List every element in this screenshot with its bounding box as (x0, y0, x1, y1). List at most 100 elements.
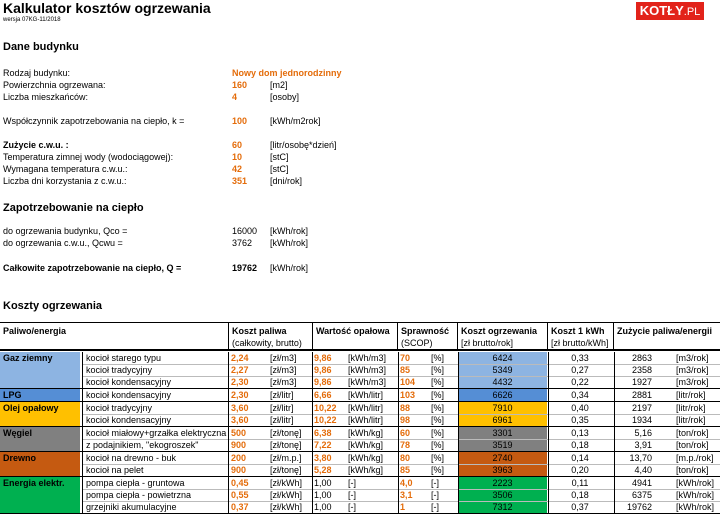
table-cell: 7,22 (314, 440, 332, 450)
table-cell: 4941 (631, 478, 652, 488)
header-sub: [zł brutto/rok] (461, 338, 514, 348)
table-cell: 0,14 (571, 453, 589, 463)
field-label: Współczynnik zapotrzebowania na ciepło, … (3, 116, 185, 126)
header-text: Koszt paliwa (232, 326, 287, 336)
field-value: 60 (232, 140, 243, 150)
table-cell: kocioł tradycyjny (86, 403, 153, 413)
table-cell: [zł/tonę] (270, 465, 302, 475)
header-text: Paliwo/energia (3, 326, 67, 336)
table-cell: 5,28 (314, 465, 332, 475)
group-cell: Olej opałowy (0, 402, 80, 426)
table-cell: [-] (348, 478, 356, 488)
table-cell: [%] (431, 465, 445, 475)
table-cell: 3,80 (314, 453, 332, 463)
field-value: 19762 (232, 263, 258, 273)
table-cell: [%] (431, 453, 445, 463)
table-cell: [%] (431, 353, 445, 363)
group-cell: Gaz ziemny (0, 352, 80, 388)
table-cell: 2,27 (231, 365, 249, 375)
table-cell: 4,40 (634, 465, 652, 475)
row-line (82, 501, 720, 502)
table-cell: 60 (400, 428, 411, 438)
table-cell: 0,45 (231, 478, 249, 488)
field-unit: [stC] (270, 164, 289, 174)
field-label: Rodzaj budynku: (3, 68, 71, 78)
group-cell: LPG (0, 389, 80, 401)
group-line (0, 513, 720, 514)
table-cell: 2,24 (231, 353, 249, 363)
table-cell: [%] (431, 377, 445, 387)
col-line (312, 477, 313, 513)
field-value: 42 (232, 164, 243, 174)
table-cell: 0,37 (571, 502, 589, 512)
col-line (458, 477, 459, 513)
table-cell: [%] (431, 390, 445, 400)
field-label: Zużycie c.w.u. : (3, 140, 69, 150)
col-line (457, 322, 458, 350)
table-cell: [kWh/rok] (676, 502, 715, 512)
table-cell: kocioł na drewno - buk (86, 453, 177, 463)
field-unit: [kWh/rok] (270, 238, 309, 248)
table-cell: 9,86 (314, 377, 332, 387)
table-cell: 0,33 (571, 353, 589, 363)
table-cell: [kWh/kg] (348, 465, 384, 475)
col-line (82, 389, 83, 401)
field-label: Powierzchnia ogrzewana: (3, 80, 106, 90)
table-cell: [-] (348, 490, 356, 500)
table-cell: [zł/kWh] (270, 502, 303, 512)
table-cell: 500 (231, 428, 247, 438)
table-cell: [-] (348, 502, 356, 512)
row-line (82, 439, 720, 440)
title: Kalkulator kosztów ogrzewania (3, 0, 211, 16)
table-cell: 1927 (631, 377, 652, 387)
field-unit: [kWh/m2rok] (270, 116, 321, 126)
field-label: do ogrzewania c.w.u., Qcwu = (3, 238, 123, 248)
col-line (548, 452, 549, 476)
table-border (0, 349, 720, 351)
field-unit: [m2] (270, 80, 288, 90)
col-line (228, 427, 229, 451)
table-cell: 4432 (492, 377, 513, 387)
table-cell: 0,18 (571, 440, 589, 450)
col-line (398, 402, 399, 426)
row-line (82, 376, 720, 377)
table-cell: 0,40 (571, 403, 589, 413)
section-title: Koszty ogrzewania (3, 300, 103, 312)
table-cell: [zł/litr] (270, 415, 294, 425)
table-cell: 900 (231, 440, 247, 450)
col-line (312, 427, 313, 451)
table-cell: [kWh/m3] (348, 365, 387, 375)
table-cell: kocioł starego typu (86, 353, 162, 363)
table-cell: 6424 (492, 353, 513, 363)
table-cell: 6,66 (314, 390, 332, 400)
table-cell: z podajnikiem, "ekogroszek" (86, 440, 199, 450)
table-cell: [-] (431, 502, 439, 512)
table-cell: 1,00 (314, 502, 332, 512)
table-cell: [kWh/kg] (348, 453, 384, 463)
table-cell: [kWh/litr] (348, 415, 383, 425)
table-cell: 0,18 (571, 490, 589, 500)
col-line (458, 389, 459, 401)
field-unit: [kWh/rok] (270, 263, 309, 273)
table-cell: 0,27 (571, 365, 589, 375)
col-line (548, 477, 549, 513)
table-cell: 2358 (631, 365, 652, 375)
header-text: Zużycie paliwa/energii (617, 326, 713, 336)
field-value: 351 (232, 176, 248, 186)
section-title: Dane budynku (3, 41, 79, 53)
field-value: 3762 (232, 238, 253, 248)
table-cell: 0,35 (571, 415, 589, 425)
col-line (312, 322, 313, 350)
table-cell: 2740 (492, 453, 513, 463)
table-cell: [%] (431, 415, 445, 425)
field-unit: [dni/rok] (270, 176, 303, 186)
table-cell: 7910 (492, 403, 513, 413)
table-cell: 78 (400, 440, 411, 450)
table-cell: 3,1 (400, 490, 413, 500)
logo-main: KOTŁY (639, 3, 684, 18)
field-label: do ogrzewania budynku, Qco = (3, 226, 128, 236)
col-line (614, 389, 615, 401)
table-cell: 0,20 (571, 465, 589, 475)
table-cell: [zł/m3] (270, 377, 297, 387)
